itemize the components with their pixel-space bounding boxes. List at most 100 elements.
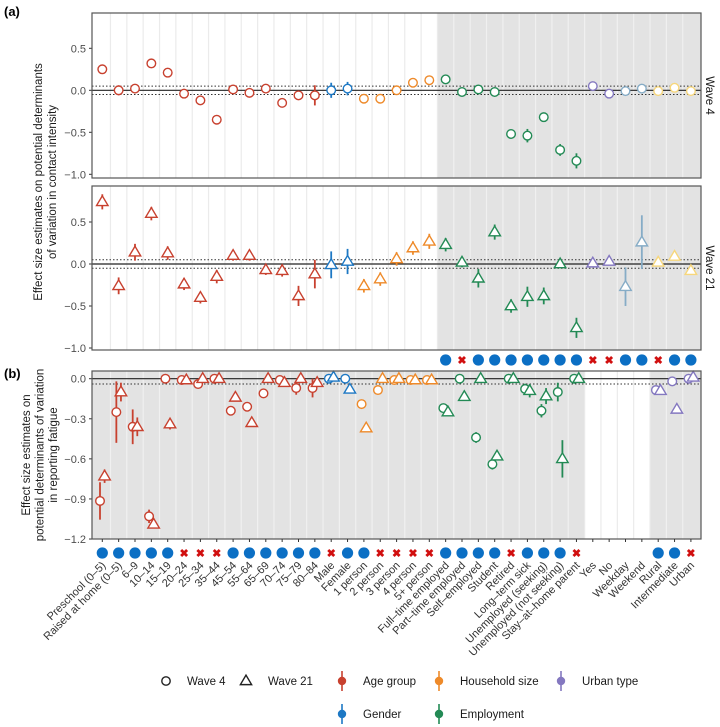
wave21-point bbox=[422, 234, 437, 246]
significant-dot bbox=[472, 547, 484, 559]
wave4-point bbox=[667, 376, 678, 387]
wave21-point bbox=[193, 290, 208, 303]
wave4-point bbox=[342, 83, 353, 94]
wave21-point bbox=[293, 371, 308, 384]
wave4-point bbox=[358, 93, 369, 104]
not-significant-cross: ✖ bbox=[196, 548, 205, 560]
wave4-point bbox=[225, 405, 236, 416]
wave21-point bbox=[424, 372, 439, 385]
significant-dot bbox=[505, 354, 517, 366]
wave21-point bbox=[490, 448, 504, 461]
wave21-point bbox=[111, 278, 126, 291]
y-tick-label: 0.5 bbox=[71, 43, 86, 55]
wave21-point bbox=[669, 402, 684, 414]
wave4-point bbox=[536, 405, 547, 416]
wave21-point bbox=[618, 279, 633, 292]
wave21-point bbox=[602, 254, 617, 266]
wave21-point bbox=[310, 375, 325, 388]
wave4-point bbox=[293, 90, 304, 101]
significant-dot bbox=[489, 547, 501, 559]
not-significant-cross: ✖ bbox=[212, 548, 221, 560]
wave21-point bbox=[457, 389, 472, 402]
wave21-point bbox=[326, 370, 341, 382]
wave4-point bbox=[375, 93, 386, 104]
legend-wave4-label: Wave 4 bbox=[187, 676, 226, 688]
legend-circle-icon bbox=[161, 676, 171, 686]
y-axis-title-b-line2: potential determinants of variation bbox=[35, 369, 47, 542]
wave4-point bbox=[129, 83, 140, 94]
facet-border bbox=[91, 185, 702, 351]
not-significant-cross: ✖ bbox=[376, 548, 385, 560]
facet-strip-label: Wave 4 bbox=[703, 76, 715, 115]
wave4-point bbox=[228, 84, 239, 95]
significant-dot bbox=[538, 354, 550, 366]
significant-dot bbox=[521, 547, 534, 559]
significant-dot bbox=[129, 547, 141, 559]
wave21-point bbox=[359, 420, 374, 433]
wave4-point bbox=[454, 373, 465, 384]
wave21-point bbox=[97, 468, 112, 481]
wave4-point bbox=[277, 97, 288, 108]
wave21-point bbox=[504, 298, 519, 311]
wave21-point bbox=[522, 383, 537, 396]
wave21-point bbox=[212, 371, 227, 384]
wave4-point bbox=[506, 128, 517, 139]
wave21-point bbox=[471, 270, 486, 283]
wave4-point bbox=[258, 388, 269, 399]
wave21-point bbox=[261, 371, 276, 384]
wave21-point bbox=[375, 371, 390, 384]
wave4-point bbox=[195, 95, 206, 106]
wave21-point bbox=[520, 289, 535, 302]
wave4-point bbox=[653, 86, 664, 97]
wave4-point bbox=[538, 112, 549, 123]
x-axis-label: Raised at home (0–5) bbox=[41, 560, 124, 643]
wave21-point bbox=[277, 375, 292, 388]
wave21-point bbox=[244, 415, 259, 428]
not-significant-cross: ✖ bbox=[506, 548, 515, 560]
wave4-point bbox=[340, 373, 351, 384]
wave21-point bbox=[683, 263, 698, 276]
not-significant-cross: ✖ bbox=[686, 548, 695, 560]
wave21-point bbox=[487, 224, 502, 237]
wave21-point bbox=[667, 249, 682, 261]
wave4-point bbox=[356, 399, 367, 410]
wave21-point bbox=[144, 206, 159, 219]
wave4-point bbox=[242, 401, 253, 412]
significant-dot bbox=[554, 547, 566, 559]
not-significant-cross: ✖ bbox=[457, 355, 466, 367]
wave4-point bbox=[162, 67, 173, 78]
significant-dot bbox=[341, 547, 354, 559]
wave4-point bbox=[604, 88, 615, 99]
wave4-point bbox=[471, 432, 482, 443]
wave21-point bbox=[653, 383, 668, 396]
wave21-point bbox=[539, 388, 554, 401]
significant-dot bbox=[358, 547, 370, 559]
significant-dot bbox=[652, 547, 664, 559]
significant-dot bbox=[243, 547, 256, 559]
legend-wave21-label: Wave 21 bbox=[268, 676, 313, 688]
wave21-point bbox=[555, 451, 570, 464]
wave4-point bbox=[291, 383, 302, 394]
wave21-point bbox=[130, 419, 145, 432]
wave21-point bbox=[242, 248, 257, 261]
wave21-point bbox=[405, 240, 420, 253]
wave4-point bbox=[457, 86, 468, 97]
y-axis-title-b-line3: in reporting fatigue bbox=[48, 407, 60, 502]
wave21-point bbox=[275, 263, 290, 276]
wave4-point bbox=[424, 75, 435, 86]
y-tick-label: −0.5 bbox=[64, 127, 86, 139]
significant-dot bbox=[292, 547, 305, 559]
wave21-point bbox=[571, 371, 586, 384]
wave4-point bbox=[111, 407, 122, 418]
wave4-point bbox=[144, 511, 155, 522]
y-tick-label: −1.0 bbox=[64, 343, 86, 355]
legend-employment-dot-icon bbox=[434, 709, 444, 719]
wave21-point bbox=[373, 271, 388, 284]
not-significant-cross: ✖ bbox=[605, 355, 614, 367]
facet-border bbox=[91, 12, 702, 179]
wave21-point bbox=[438, 237, 453, 250]
not-significant-cross: ✖ bbox=[327, 548, 336, 560]
wave21-point bbox=[536, 288, 551, 301]
y-axis-title-b-line1: Effect size estimates on bbox=[21, 394, 33, 515]
